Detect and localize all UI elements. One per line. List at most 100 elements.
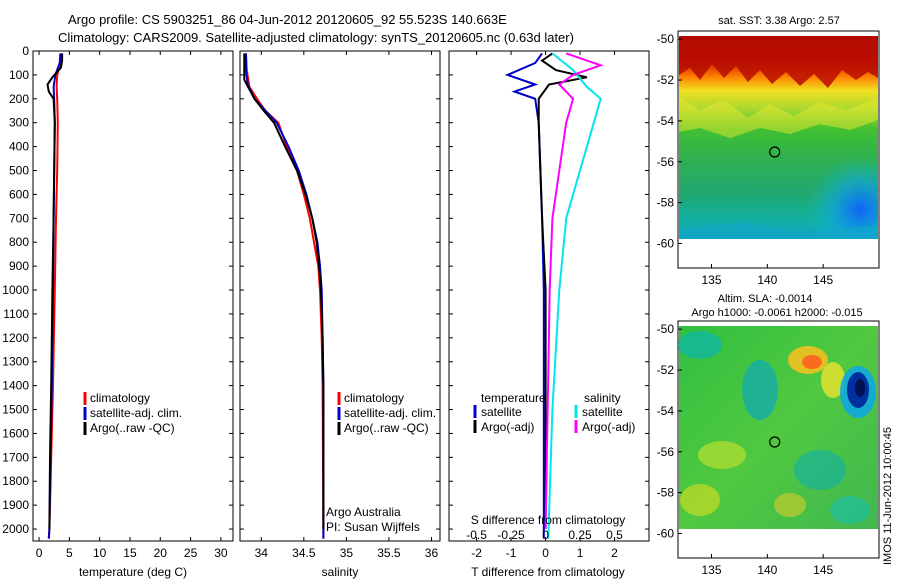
salinity-series [243, 53, 325, 539]
sla-feature [678, 331, 722, 359]
sla-feature [802, 355, 822, 369]
y-tick-label: 1500 [2, 403, 29, 417]
y-tick-label: 1600 [2, 426, 29, 440]
x-tick-label: 2 [611, 546, 618, 560]
difference-panel: -2 -1 0 1 2 temperature salinity satellite A… [448, 50, 650, 579]
salinity-panel: 34 34.5 35 35.5 36 climatology satellite-adj… [239, 50, 441, 579]
salinity-legend: climatology satellite-adj. clim. Argo(..… [337, 391, 436, 435]
sst-map-panel: sat. SST: 3.38 Argo: 2.57 135 140 145 -50 -5… [657, 15, 880, 287]
x-tick-label: 1 [577, 546, 584, 560]
legend-label-argo: Argo(..raw -QC) [344, 421, 429, 435]
temperature-axes-box [32, 50, 234, 542]
sla-feature [794, 450, 846, 490]
y-tick-label: 500 [9, 164, 29, 178]
y-tick-label: 200 [9, 92, 29, 106]
y-tick-label: 700 [9, 211, 29, 225]
x-tick-label: 20 [154, 546, 168, 560]
t-difference-xlabel: T difference from climatology [471, 565, 625, 579]
y-tick-label: 100 [9, 68, 29, 82]
pressure-axis: 0 100 200 300 400 500 600 700 800 900 1000 1100 1200… [2, 44, 233, 536]
y-tick-label: 400 [9, 140, 29, 154]
temperature-panel: 0100200300400500600700800900100011001200… [2, 44, 234, 579]
x-tick-label: 34 [255, 546, 269, 560]
temperature-xlabel: temperature (deg C) [79, 565, 187, 579]
sla-feature [742, 360, 778, 420]
sla-heatmap [678, 326, 878, 529]
x-tick-label: -1 [506, 546, 517, 560]
x-tick-label: 36 [425, 546, 439, 560]
sla-feature [698, 441, 746, 469]
s-tick-label: 0.25 [568, 528, 592, 542]
s-tick-label: -0.25 [497, 528, 525, 542]
map-x-tick-label: 145 [813, 273, 833, 287]
difference-legend: temperature salinity satellite Argo(-adj… [473, 391, 635, 434]
series-salinity-satellite [547, 52, 602, 539]
argo-location-marker [769, 146, 781, 158]
map-y-tick-label: -58 [657, 486, 675, 500]
x-tick-label: 25 [184, 546, 198, 560]
s-tick-label: -0.5 [466, 528, 487, 542]
legend-label-climatology: climatology [90, 391, 150, 405]
y-tick-label: 1200 [2, 331, 29, 345]
map-x-tick-label: 140 [757, 273, 777, 287]
y-tick-label: 600 [9, 187, 29, 201]
legend-heading-temperature: temperature [481, 391, 546, 405]
x-tick-label: 0 [542, 546, 549, 560]
salinity-xlabel: salinity [322, 565, 359, 579]
y-tick-label: 800 [9, 235, 29, 249]
map-y-tick-label: -58 [657, 196, 675, 210]
temperature-legend: climatology satellite-adj. clim. Argo(..… [83, 391, 182, 435]
s-tick-label: 0 [542, 528, 549, 542]
map-y-tick-label: -52 [657, 363, 675, 377]
map-y-tick-label: -50 [657, 32, 675, 46]
map-y-tick-label: -50 [657, 322, 675, 336]
figure-title-line1: Argo profile: CS 5903251_86 04-Jun-2012 … [68, 12, 507, 27]
figure-title-line2: Climatology: CARS2009. Satellite-adjuste… [58, 30, 574, 45]
sla-feature [855, 379, 865, 397]
y-tick-label: 900 [9, 259, 29, 273]
x-tick-label: 10 [93, 546, 107, 560]
difference-series [504, 52, 604, 539]
series-argo-raw-qc- [46, 53, 64, 530]
sla-map-subtitle: Argo h1000: -0.0061 h2000: -0.015 [691, 307, 862, 319]
map-y-tick-label: -54 [657, 114, 675, 128]
map-y-tick-label: -56 [657, 445, 675, 459]
map-y-tick-label: -56 [657, 155, 675, 169]
y-tick-label: 300 [9, 116, 29, 130]
map-x-tick-label: 140 [757, 563, 777, 577]
sst-map-title: sat. SST: 3.38 Argo: 2.57 [718, 15, 840, 27]
series-temperature-argo-adj- [537, 52, 588, 529]
map-x-tick-label: 135 [701, 273, 721, 287]
legend-label-s-satellite: satellite [582, 405, 623, 419]
x-tick-label: -2 [471, 546, 482, 560]
sst-heatmap [679, 36, 878, 239]
legend-label-s-argo: Argo(-adj) [582, 420, 635, 434]
y-tick-label: 1900 [2, 498, 29, 512]
y-tick-label: 1400 [2, 379, 29, 393]
x-tick-label: 34.5 [292, 546, 316, 560]
y-tick-label: 2000 [2, 522, 29, 536]
x-tick-label: 15 [123, 546, 137, 560]
legend-label-satellite: satellite-adj. clim. [90, 406, 182, 420]
sst-south-band [679, 222, 878, 239]
x-tick-label: 30 [214, 546, 228, 560]
map-y-tick-label: -52 [657, 73, 675, 87]
y-tick-label: 1300 [2, 355, 29, 369]
sla-map-axes: 135 140 145 -50 -52 -54 -56 -58 -60 [657, 322, 834, 577]
sla-feature [680, 484, 720, 516]
series-argo-raw-qc- [243, 53, 325, 529]
sst-warm-front [679, 36, 878, 88]
map-y-tick-label: -54 [657, 404, 675, 418]
map-y-tick-label: -60 [657, 236, 675, 250]
institution-annotation: Argo Australia [326, 505, 401, 519]
sla-feature [821, 362, 845, 398]
map-x-tick-label: 135 [701, 563, 721, 577]
x-tick-label: 35.5 [377, 546, 401, 560]
y-tick-label: 1800 [2, 474, 29, 488]
series-salinity-argo-adj- [544, 52, 604, 530]
y-tick-label: 1000 [2, 283, 29, 297]
y-tick-label: 1700 [2, 450, 29, 464]
legend-label-satellite: satellite-adj. clim. [344, 406, 436, 420]
x-tick-label: 0 [36, 546, 43, 560]
